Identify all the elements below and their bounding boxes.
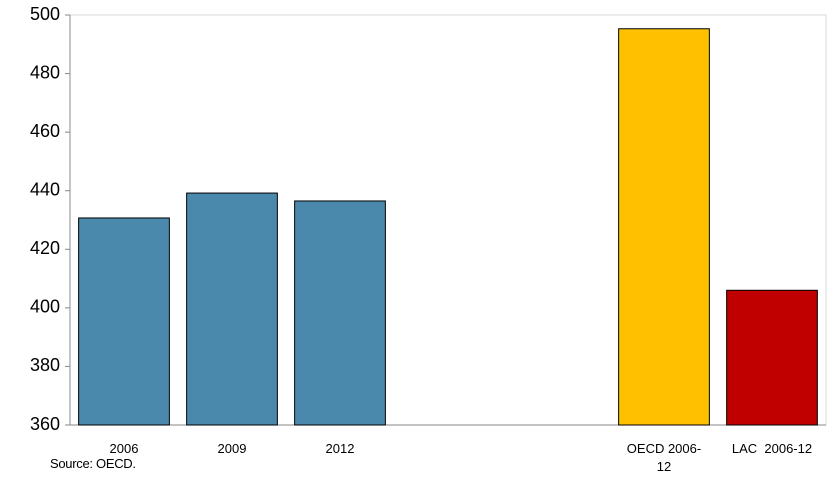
y-tick-label: 400	[30, 297, 60, 317]
plot-frame	[69, 14, 827, 426]
bar	[78, 217, 170, 426]
x-tick-label: LAC 2006-12	[731, 441, 813, 456]
y-tick-label: 460	[30, 121, 60, 141]
x-tick-label: OECD 2006-12	[626, 441, 702, 474]
x-tick-label: 2012	[325, 441, 355, 456]
bar	[726, 289, 818, 426]
bar	[618, 28, 710, 426]
y-tick-label: 480	[30, 62, 60, 82]
y-tick-label: 420	[30, 238, 60, 258]
x-tick-label: 2009	[217, 441, 247, 456]
y-tick-label: 500	[30, 4, 60, 24]
y-tick-label: 440	[30, 179, 60, 199]
bar	[294, 200, 386, 426]
bar	[186, 192, 278, 426]
y-tick-label: 380	[30, 355, 60, 375]
x-tick-label: 2006	[109, 441, 139, 456]
y-tick-label: 360	[30, 414, 60, 434]
source-note: Source: OECD.	[50, 456, 136, 471]
